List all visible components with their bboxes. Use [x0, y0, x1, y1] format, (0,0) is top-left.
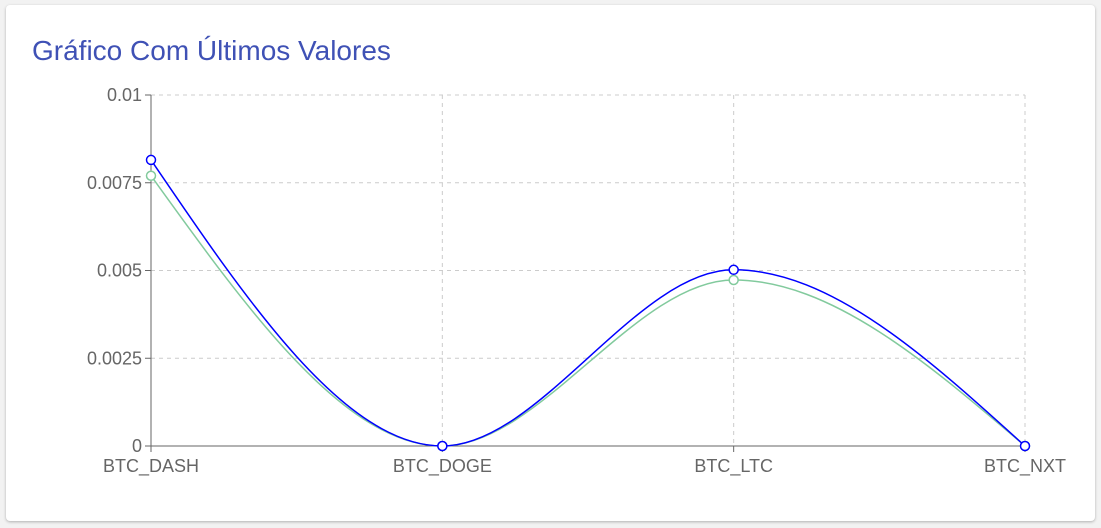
y-tick-label-1: 0.0025: [87, 348, 142, 368]
series-2: [145, 170, 1031, 452]
x-tick-label-3: BTC_NXT: [984, 456, 1066, 477]
chart-series: [145, 154, 1031, 452]
series-1-point-2: [728, 264, 739, 276]
card-title: Gráfico Com Últimos Valores: [32, 35, 391, 66]
series-1-point-1: [437, 440, 448, 452]
series-1-point-0: [145, 154, 157, 166]
x-tick-label-1: BTC_DOGE: [393, 456, 492, 477]
series-1-line: [150, 159, 1026, 447]
y-tick-label-2: 0.005: [97, 261, 142, 281]
chart-card: Gráfico Com Últimos Valores: [6, 5, 1095, 521]
y-tick-label-0: 0: [132, 436, 142, 456]
chart-axes: [145, 94, 1026, 452]
series-2-line: [150, 175, 1026, 447]
chart-tick-labels: 0 0.0025 0.005 0.0075 0.01 BTC_DASH BTC_DOGE BT…: [87, 85, 1066, 477]
series-1: [145, 154, 1031, 452]
x-tick-label-2: BTC_LTC: [694, 456, 773, 477]
y-tick-label-4: 0.01: [107, 85, 142, 105]
y-tick-label-3: 0.0075: [87, 173, 142, 193]
series-2-point-2: [728, 274, 739, 286]
chart-grid: [151, 94, 1026, 446]
x-tick-label-0: BTC_DASH: [103, 456, 199, 477]
series-2-point-0: [145, 170, 157, 181]
series-1-point-3: [1019, 440, 1031, 452]
